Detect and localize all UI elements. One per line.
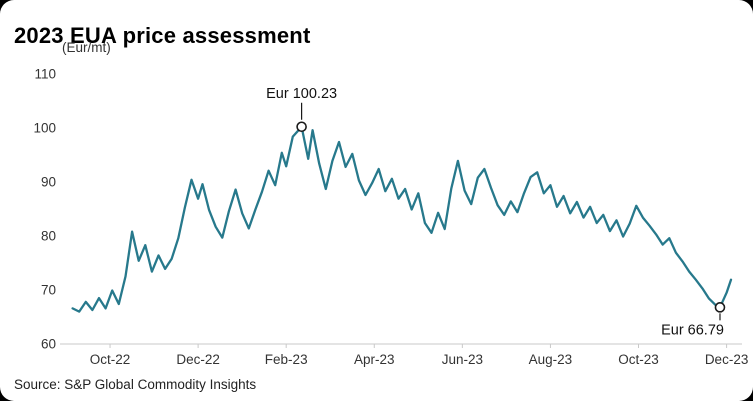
peak-annotation-label: Eur 100.23 xyxy=(266,86,337,102)
x-tick-label: Aug-23 xyxy=(529,352,573,367)
price-line xyxy=(71,125,733,313)
low-annotation-label: Eur 66.79 xyxy=(661,322,724,338)
x-tick-label: Dec-23 xyxy=(705,352,749,367)
y-tick-label: 60 xyxy=(41,337,56,352)
y-tick-label: 100 xyxy=(33,121,56,136)
y-tick-label: 70 xyxy=(41,283,56,298)
y-tick-label: 110 xyxy=(34,67,56,82)
line-chart: Oct-22 Dec-22 Feb-23 Apr-23 Jun-23 Aug-23 Oct-… xyxy=(33,67,749,368)
x-tick-label: Oct-22 xyxy=(90,352,131,367)
x-tick-label: Apr-23 xyxy=(354,352,395,367)
page-title: 2023 EUA price assessment xyxy=(14,22,311,48)
x-tick-label: Feb-23 xyxy=(265,352,308,367)
x-tick-label: Jun-23 xyxy=(442,352,483,367)
low-marker xyxy=(714,302,726,313)
y-tick-label: 90 xyxy=(41,175,56,190)
x-tick-label: Dec-22 xyxy=(176,352,220,367)
peak-marker xyxy=(296,121,307,133)
y-tick-label: 80 xyxy=(41,229,56,244)
unit-label: (Eur/mt) xyxy=(62,40,111,55)
chart-area: Oct-22 Dec-22 Feb-23 Apr-23 Jun-23 Aug-23 Oct-… xyxy=(0,58,753,368)
source-note: Source: S&P Global Commodity Insights xyxy=(14,377,257,392)
x-tick-label: Oct-23 xyxy=(618,352,659,367)
